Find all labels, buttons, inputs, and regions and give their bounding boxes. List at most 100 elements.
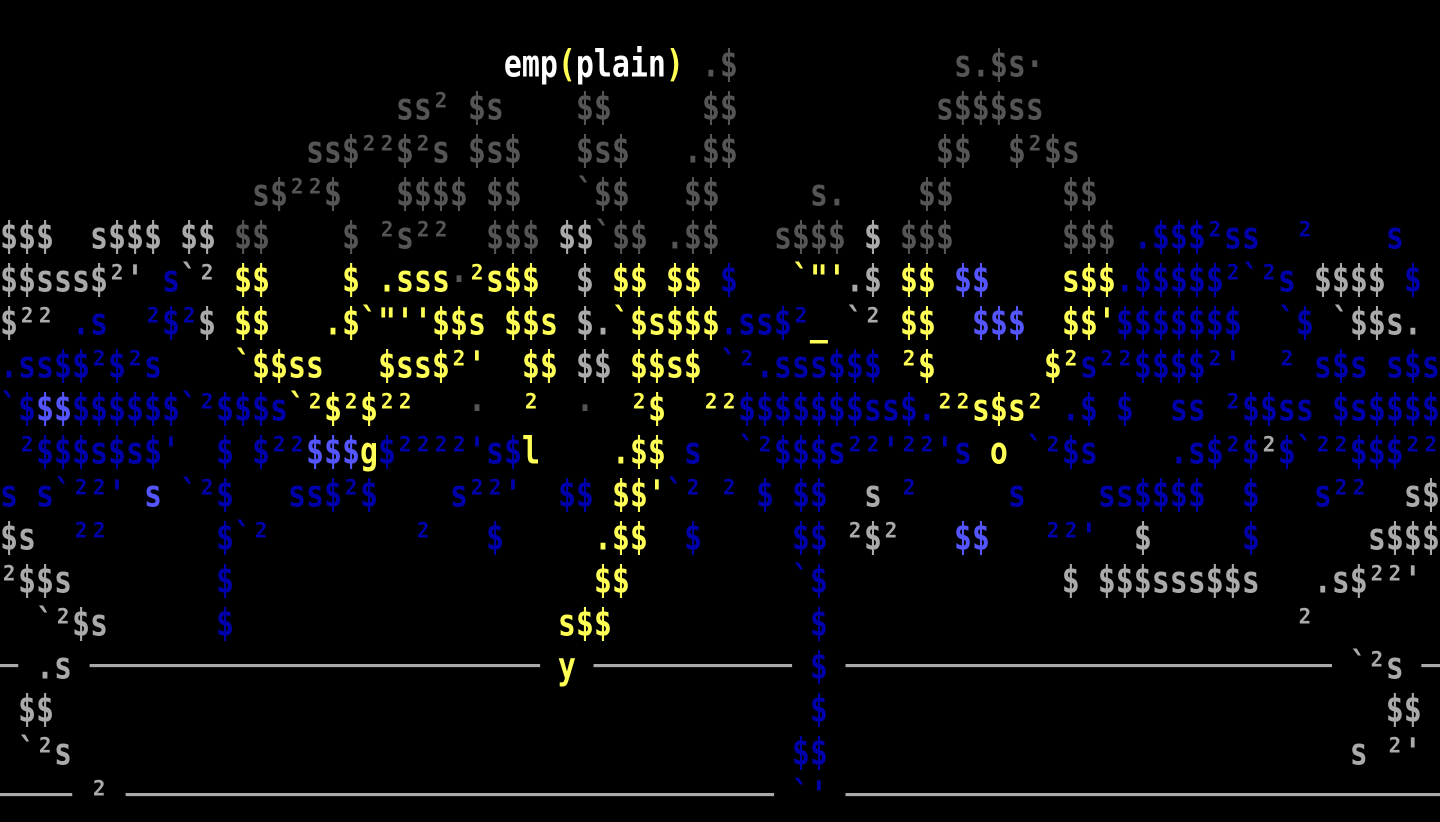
ansi-glyph-run: s$$$ $$: [90, 214, 216, 259]
ansi-glyph-run: $$: [36, 386, 72, 431]
ansi-glyph-run: s$s: [1385, 343, 1440, 388]
ansi-glyph-run: .s$²$: [1169, 429, 1260, 474]
ansi-glyph-run: s: [143, 472, 162, 517]
ansi-glyph-run: `$$: [575, 171, 630, 216]
ansi-glyph-run: `$s$$$: [611, 300, 720, 345]
ansi-glyph-run: .$$: [611, 429, 666, 474]
ansi-glyph-run: `²: [179, 257, 216, 302]
ansi-glyph-run: $: [1241, 515, 1260, 560]
ansi-glyph-run: ²$²: [845, 515, 900, 560]
ansi-glyph-run: .s: [36, 644, 72, 689]
ansi-glyph-run: ss² $s: [395, 85, 504, 130]
ansi-glyph-run: $`²: [215, 515, 270, 560]
ansi-art-row: ──── ² ─────────────────────────────────…: [0, 769, 1440, 822]
ansi-glyph-run: $$$: [0, 214, 54, 259]
ansi-glyph-run: $$ $$: [611, 257, 702, 302]
ansi-art-row: .ss$$²$²s `$$ss $ss$²' $$ $$ $$s$ `².sss…: [0, 339, 1440, 393]
ansi-glyph-run: $$: [953, 515, 990, 560]
ansi-glyph-run: ²$: [629, 386, 666, 431]
ansi-glyph-run: ²: [413, 515, 432, 560]
ansi-glyph-run: $$: [791, 515, 828, 560]
ansi-glyph-run: ────: [0, 773, 72, 818]
ansi-glyph-run: ²²s$s²: [935, 386, 1044, 431]
ansi-glyph-run: .$$$²ss: [1133, 214, 1260, 259]
title-text: ): [665, 42, 684, 87]
ansi-glyph-run: $$': [1061, 300, 1116, 345]
ansi-art-row: ²$$$s$s$' $ $²²$$$g$²²²²'s$l .$$ s `²$$$…: [0, 425, 1440, 479]
ansi-glyph-run: .$$: [593, 515, 648, 560]
ansi-glyph-run: ²$$ss: [1223, 386, 1314, 431]
ansi-glyph-run: s: [683, 429, 702, 474]
ansi-glyph-run: $.: [575, 300, 612, 345]
ansi-glyph-run: $: [341, 257, 360, 302]
ansi-glyph-run: $$: [233, 257, 270, 302]
ansi-art-row: s$²²$ $$$$ $$ `$$ $$ s. $$ $$: [0, 167, 1440, 221]
ansi-glyph-run: $: [809, 644, 828, 689]
ansi-glyph-run: ²$$$s$s$': [18, 429, 180, 474]
ansi-glyph-run: s$$: [557, 601, 612, 646]
ansi-glyph-run: s²²': [449, 472, 522, 517]
ansi-glyph-run: s$$$: [773, 214, 846, 259]
ansi-glyph-run: `²: [665, 472, 702, 517]
ansi-glyph-run: $$': [611, 472, 666, 517]
ansi-glyph-run: $²²²²'s$: [377, 429, 522, 474]
ansi-glyph-run: $$: [557, 214, 594, 259]
ansi-glyph-run: ·: [467, 386, 486, 431]
ansi-glyph-run: `$$s.: [1331, 300, 1422, 345]
ansi-glyph-run: .ss$$²$²s: [0, 343, 162, 388]
ansi-glyph-run: ───────────: [593, 644, 792, 689]
ansi-glyph-run: $: [1241, 472, 1260, 517]
ansi-art-row: `²$s $ s$$ $ ²: [0, 597, 1440, 651]
ansi-glyph-run: `²: [845, 300, 882, 345]
blank-space: [774, 774, 792, 818]
ansi-glyph-run: s: [1385, 214, 1404, 259]
ansi-glyph-run: s$$$: [1367, 515, 1440, 560]
ansi-glyph-run: $: [485, 515, 504, 560]
blank-space: [108, 774, 126, 818]
ansi-glyph-run: $$ $²$s: [935, 128, 1080, 173]
title-row: emp(plain) .$ s.$s·: [0, 38, 1440, 92]
ansi-glyph-run: $$: [18, 687, 54, 732]
ansi-glyph-run: ²s²²: [377, 214, 450, 259]
ansi-glyph-run: s.: [809, 171, 846, 216]
ansi-glyph-run: `$$ .$$: [593, 214, 720, 259]
ansi-glyph-run: $$s$: [629, 343, 702, 388]
ansi-glyph-run: $$: [1061, 171, 1098, 216]
title-text: (: [557, 42, 576, 87]
ansi-glyph-run: ²: [1295, 214, 1314, 259]
ansi-glyph-run: ─────────────────────────────────: [845, 773, 1440, 818]
ansi-glyph-run: .sss$$$: [755, 343, 882, 388]
ansi-art-row: ss$²²$²s $s$ $s$ .$$ $$ $²$s: [0, 124, 1440, 178]
ansi-glyph-run: $: [719, 257, 738, 302]
ansi-glyph-run: $$: [917, 171, 954, 216]
ansi-glyph-run: $: [215, 429, 234, 474]
ansi-glyph-run: ·: [449, 257, 468, 302]
ansi-glyph-run: $$: [593, 558, 630, 603]
blank-space: [828, 774, 846, 818]
ansi-glyph-run: $$$$: [1313, 257, 1386, 302]
ansi-glyph-run: $$$: [305, 429, 360, 474]
ansi-glyph-run: `²$s: [36, 601, 108, 646]
ansi-glyph-run: ²²': [1043, 515, 1098, 560]
ansi-glyph-run: ss$$$$: [1097, 472, 1206, 517]
ansi-glyph-run: s²²: [1313, 472, 1368, 517]
ansi-art-row: `²s $$ s ²': [0, 726, 1440, 780]
ansi-glyph-run: ²$²: [144, 300, 198, 345]
ansi-glyph-run: y: [557, 644, 576, 689]
title-text: plain: [575, 42, 666, 87]
ansi-glyph-run: $$$$$$$: [1115, 300, 1242, 345]
ansi-glyph-run: $²²: [0, 300, 54, 345]
ansi-art-row: ─ .s ───────────────────────── y ───────…: [0, 640, 1440, 694]
ansi-glyph-run: $$: [953, 257, 990, 302]
ansi-glyph-run: $: [1403, 257, 1422, 302]
ansi-glyph-run: $$$: [485, 214, 540, 259]
ansi-glyph-run: .$$$$$²`²s: [1115, 257, 1296, 302]
ansi-glyph-run: .$`"''$$s $$s: [324, 300, 558, 345]
ansi-glyph-run: $: [809, 601, 828, 646]
ansi-glyph-run: ─: [0, 644, 18, 689]
ansi-glyph-run: $$$$$$: [72, 386, 180, 431]
ansi-glyph-run: ²: [521, 386, 540, 431]
ansi-glyph-run: $$: [1385, 687, 1422, 732]
ansi-art-row: ss² $s $$ $$ s$$$ss: [0, 81, 1440, 135]
ansi-glyph-run: .$: [701, 42, 738, 87]
